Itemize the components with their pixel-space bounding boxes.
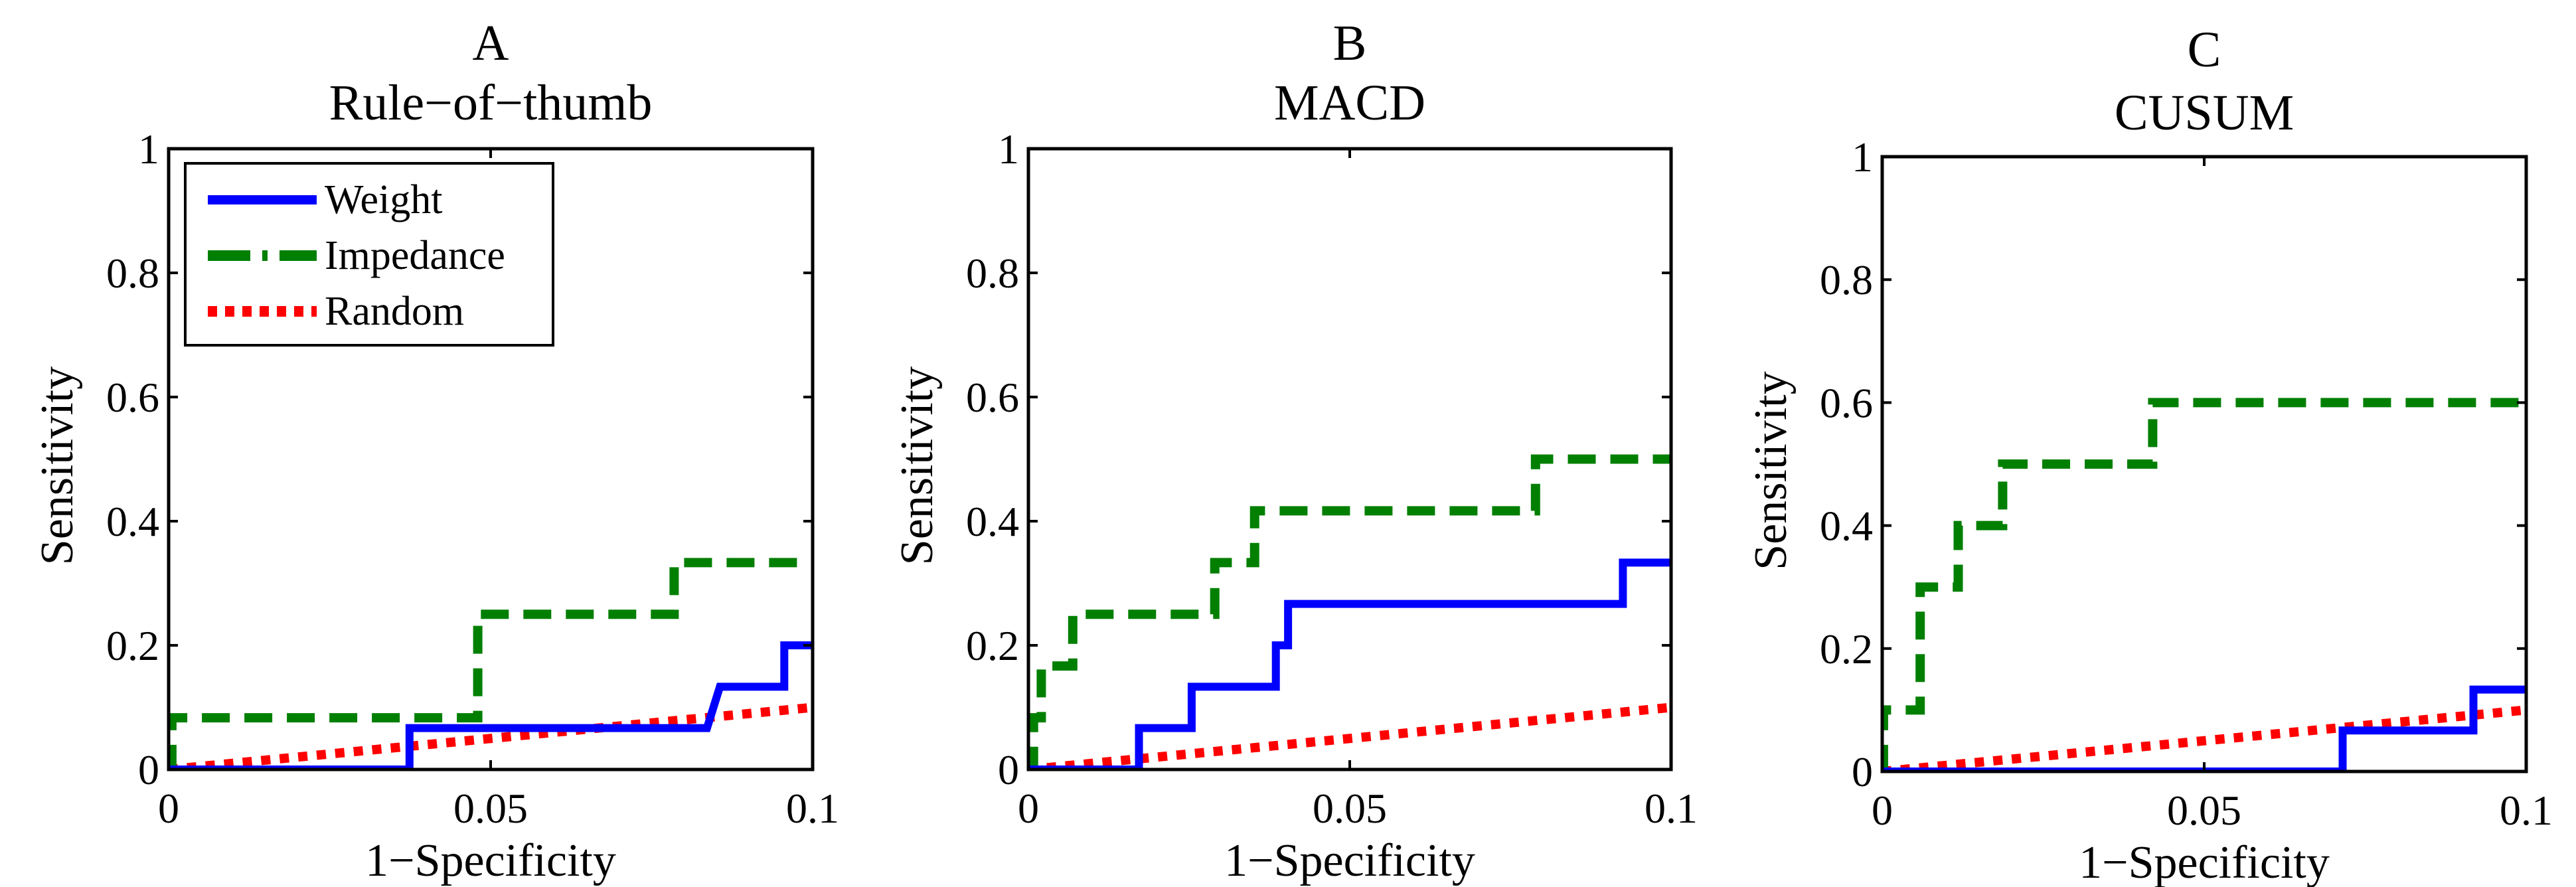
- y-tick-label: 0: [138, 746, 159, 793]
- y-tick-label: 0.6: [106, 374, 159, 421]
- y-tick-label: 0.2: [1820, 625, 1873, 673]
- plot-area: [169, 558, 813, 769]
- x-tick-label: 0.1: [2500, 787, 2553, 834]
- x-tick-label: 0: [1018, 785, 1039, 832]
- series-line-impedance: [1882, 398, 2526, 771]
- y-tick-label: 1: [998, 125, 1019, 173]
- x-tick-label: 0.1: [1645, 785, 1698, 832]
- panel-c: C CUSUM 0 0.2 0.4 0.6 0.8 1 0 0.05 0.1 1−Specificit…: [1745, 22, 2553, 887]
- y-tick-label: 0.8: [1820, 256, 1873, 303]
- series-line-weight: [1882, 685, 2526, 771]
- axes-box: [1880, 155, 2528, 773]
- x-tick-label: 0.05: [2167, 787, 2241, 834]
- y-axis-label: Sensitivity: [32, 366, 83, 565]
- series-line-impedance: [1028, 454, 1671, 769]
- panel-letter: C: [2188, 22, 2221, 78]
- y-tick-label: 0.4: [966, 498, 1019, 545]
- series-line-random: [1882, 705, 2526, 771]
- y-tick-label: 0.6: [1820, 379, 1873, 426]
- x-axis-label: 1−Specificity: [1224, 835, 1475, 886]
- panel-title: MACD: [1274, 75, 1425, 131]
- legend: Weight Impedance Random: [184, 162, 554, 347]
- series-line-impedance: [169, 558, 813, 769]
- y-tick-label: 0: [998, 746, 1019, 793]
- series-line-weight: [1028, 558, 1671, 769]
- plot-area: [1882, 398, 2526, 771]
- y-tick-label: 1: [1852, 133, 1873, 181]
- y-tick-label: 0: [1852, 748, 1873, 795]
- legend-label-weight: Weight: [325, 177, 443, 222]
- x-tick-label: 0: [1872, 787, 1893, 834]
- legend-label-impedance: Impedance: [325, 233, 505, 278]
- panel-title: CUSUM: [2115, 85, 2294, 141]
- x-tick-label: 0.05: [453, 785, 528, 832]
- x-axis-label: 1−Specificity: [2079, 837, 2330, 887]
- x-tick-label: 0.1: [786, 785, 839, 832]
- y-tick-label: 0.8: [106, 250, 159, 297]
- y-tick-label: 0.2: [966, 622, 1019, 669]
- y-tick-label: 0.4: [1820, 503, 1873, 550]
- y-tick-label: 1: [138, 125, 159, 173]
- x-tick-label: 0: [158, 785, 179, 832]
- y-tick-label: 0.8: [966, 250, 1019, 297]
- y-axis-label: Sensitivity: [892, 366, 943, 565]
- series-line-random: [169, 702, 813, 769]
- series-line-weight: [169, 641, 813, 769]
- y-tick-label: 0.6: [966, 374, 1019, 421]
- panel-letter: A: [473, 15, 509, 71]
- plot-area: [1028, 454, 1671, 769]
- legend-label-random: Random: [325, 289, 464, 334]
- panel-title: Rule−of−thumb: [329, 75, 653, 131]
- x-axis-label: 1−Specificity: [365, 835, 616, 886]
- y-tick-label: 0.4: [106, 498, 159, 545]
- series-line-random: [1028, 702, 1671, 769]
- x-tick-label: 0.05: [1313, 785, 1387, 832]
- y-tick-label: 0.2: [106, 622, 159, 669]
- panel-letter: B: [1333, 15, 1367, 71]
- y-axis-label: Sensitivity: [1745, 371, 1797, 570]
